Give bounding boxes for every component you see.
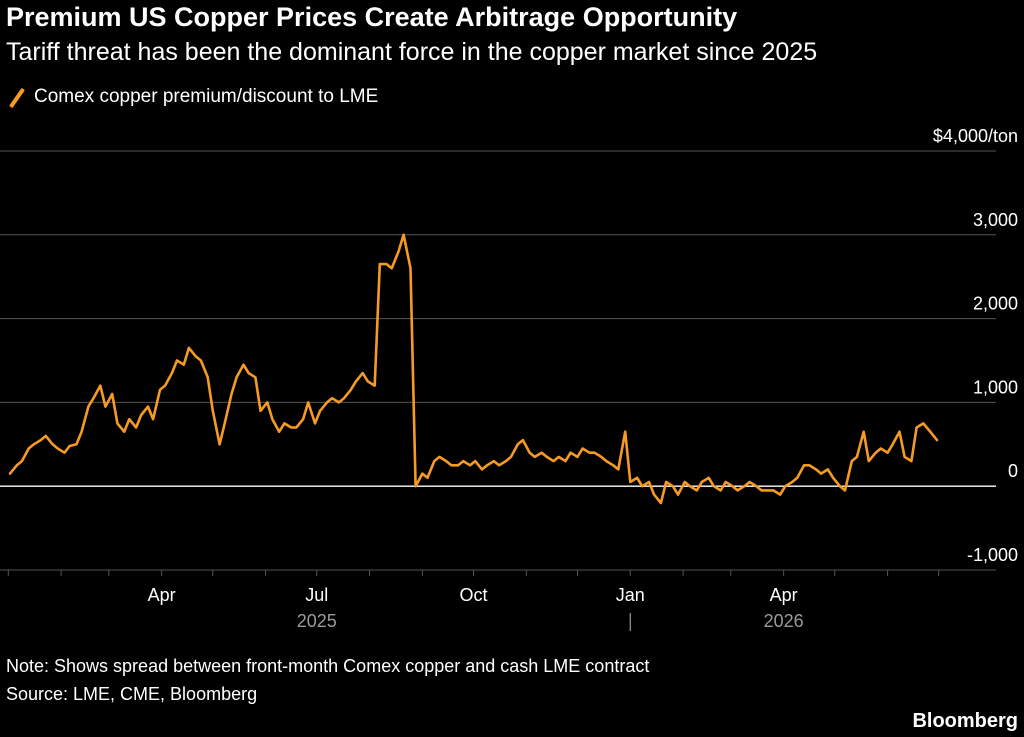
bloomberg-logo: Bloomberg [912, 710, 1018, 732]
x-tick-label: Jul [305, 585, 328, 605]
y-tick-label: 2,000 [973, 294, 1018, 314]
chart-legend: Comex copper premium/discount to LME [6, 84, 378, 110]
x-tick-label: Apr [770, 585, 798, 605]
y-tick-label: 1,000 [973, 377, 1018, 397]
y-tick-label: 0 [1008, 461, 1018, 481]
x-tick-label: Apr [148, 585, 176, 605]
chart-note: Note: Shows spread between front-month C… [6, 656, 650, 676]
chart-source: Source: LME, CME, Bloomberg [6, 684, 258, 704]
chart-title: Premium US Copper Prices Create Arbitrag… [6, 2, 738, 32]
x-tick-label: Jan [616, 585, 645, 605]
x-tick-label: Oct [459, 585, 487, 605]
year-label: 2025 [297, 611, 337, 631]
legend-label: Comex copper premium/discount to LME [34, 86, 379, 107]
series-line [8, 233, 939, 505]
year-label: 2026 [764, 611, 804, 631]
y-tick-label: -1,000 [967, 545, 1018, 565]
chart-subtitle: Tariff threat has been the dominant forc… [6, 38, 818, 66]
y-tick-label: 3,000 [973, 210, 1018, 230]
y-tick-label: $4,000/ton [933, 126, 1018, 146]
